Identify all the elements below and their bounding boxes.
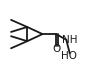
Text: O: O bbox=[53, 44, 61, 54]
Text: NH: NH bbox=[62, 35, 77, 45]
Text: HO: HO bbox=[61, 51, 77, 61]
